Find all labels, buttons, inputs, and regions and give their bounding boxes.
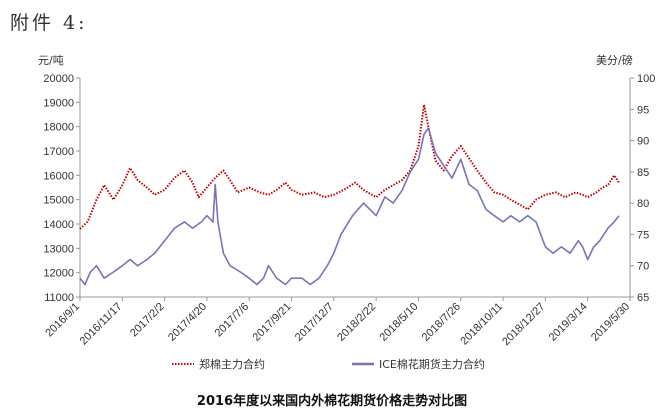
left-tick-label: 17000 (43, 146, 74, 158)
series-line-0 (79, 103, 620, 230)
right-tick-label: 85 (637, 167, 649, 179)
x-tick-label: 2018/2/22 (335, 301, 378, 344)
series-layer (79, 103, 620, 286)
left-tick-label: 13000 (43, 243, 74, 255)
left-tick-label: 19000 (43, 97, 74, 109)
left-tick-label: 12000 (43, 268, 74, 280)
chart-caption: 2016年度以来国内外棉花期货价格走势对比图 (196, 394, 468, 409)
left-unit-label: 元/吨 (38, 54, 64, 67)
x-tick-label: 2017/9/21 (251, 301, 294, 344)
x-tick-label: 2018/12/27 (500, 301, 547, 348)
x-tick-label: 2018/5/10 (377, 301, 420, 344)
left-tick-label: 18000 (43, 122, 74, 134)
left-tick-label: 20000 (43, 73, 74, 85)
x-tick-label: 2018/7/26 (420, 301, 463, 344)
right-tick-label: 65 (637, 292, 649, 304)
x-tick-label: 2016/9/1 (43, 301, 82, 340)
attachment-heading: 附件 4: (10, 12, 88, 34)
x-tick-label: 2017/4/20 (166, 301, 209, 344)
right-tick-label: 70 (637, 261, 649, 273)
left-tick-label: 11000 (44, 292, 74, 304)
x-tick-label: 2017/7/6 (213, 301, 252, 340)
right-tick-label: 75 (637, 229, 649, 241)
x-tick-label: 2017/12/7 (293, 301, 336, 344)
right-tick-label: 90 (637, 136, 649, 148)
x-tick-label: 2016/11/17 (78, 301, 125, 348)
right-tick-label: 100 (637, 73, 655, 85)
x-tick-label: 2017/2/2 (128, 301, 167, 340)
legend: 郑棉主力合约 ICE棉花期货主力合约 (172, 357, 485, 371)
x-tick-label: 2019/3/14 (547, 301, 590, 344)
axes-layer: 11000 12000 13000 14000 15000 16000 17000 18000… (38, 53, 655, 348)
left-tick-label: 15000 (43, 195, 74, 207)
x-tick-label: 2018/10/11 (458, 301, 505, 348)
legend-label-0: 郑棉主力合约 (199, 357, 265, 371)
right-tick-label: 80 (637, 198, 649, 210)
legend-label-1: ICE棉花期货主力合约 (379, 357, 485, 371)
left-tick-label: 14000 (43, 219, 74, 231)
right-unit-label: 美分/磅 (596, 53, 633, 67)
right-tick-label: 95 (637, 104, 649, 116)
series-line-1 (79, 127, 620, 286)
left-tick-label: 16000 (43, 170, 74, 182)
x-tick-label: 2019/5/30 (589, 301, 632, 344)
